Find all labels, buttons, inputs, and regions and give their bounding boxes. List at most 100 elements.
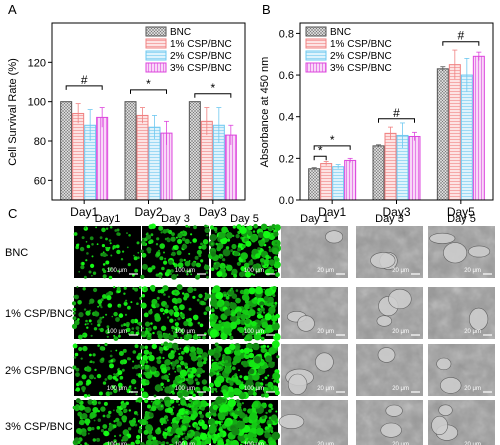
- cell-dot: [150, 322, 153, 325]
- cell-dot: [271, 431, 280, 440]
- cell-dot: [96, 243, 99, 246]
- cell-dot: [271, 322, 280, 331]
- cell-dot: [152, 436, 157, 441]
- cell-dot: [157, 330, 160, 333]
- cell-dot: [97, 344, 100, 347]
- cell-dot: [120, 402, 127, 409]
- cell-dot: [164, 434, 166, 437]
- cell-dot: [261, 360, 264, 363]
- cell-dot: [238, 327, 245, 334]
- cell-dot: [187, 371, 191, 375]
- cell-dot: [88, 319, 92, 323]
- cell-dot: [218, 413, 226, 421]
- a-annotation-label: *: [146, 77, 151, 91]
- cell-dot: [105, 237, 108, 241]
- cell-dot: [220, 420, 223, 423]
- cell-dot: [173, 333, 178, 338]
- sem-cell: [385, 404, 403, 417]
- cell-dot: [218, 320, 222, 324]
- cell-dot: [87, 394, 91, 397]
- cell-dot: [171, 437, 179, 445]
- cell-dot: [188, 252, 191, 255]
- cell-dot: [83, 275, 87, 279]
- cell-dot: [105, 391, 111, 397]
- cell-dot: [81, 261, 85, 266]
- cell-dot: [170, 350, 174, 353]
- cell-dot: [176, 250, 182, 256]
- cell-dot: [171, 251, 176, 257]
- cell-dot: [141, 326, 145, 330]
- cell-dot: [249, 412, 258, 421]
- cell-dot: [230, 439, 239, 445]
- cell-dot: [201, 379, 208, 385]
- panel-b-chart: B Absorbance at 450 nm 0.0 0.2 0.4 0.6 0.8 *…: [259, 2, 494, 219]
- sem-column-header: Day 1: [300, 213, 329, 225]
- cell-dot: [245, 268, 249, 272]
- b-legend-label: 1% CSP/BNC: [330, 39, 392, 50]
- cell-dot: [100, 306, 103, 309]
- cell-dot: [204, 227, 210, 233]
- cell-dot: [171, 232, 175, 237]
- cell-dot: [264, 288, 273, 297]
- cell-dot: [197, 407, 200, 411]
- scale-label: 20 μm: [392, 442, 409, 445]
- cell-dot: [235, 297, 241, 304]
- cell-dot: [226, 238, 231, 242]
- fluorescence-tile: 100 μm: [71, 286, 143, 341]
- cell-dot: [205, 412, 212, 418]
- b-bar-2-1: [448, 64, 461, 201]
- cell-dot: [229, 321, 237, 330]
- cell-dot: [119, 359, 125, 365]
- cell-dot: [171, 342, 179, 350]
- cell-dot: [200, 259, 204, 263]
- sem-tile: 20 μm: [356, 287, 423, 339]
- cell-dot: [215, 291, 224, 300]
- cell-dot: [86, 326, 89, 329]
- cell-dot: [191, 404, 195, 408]
- cell-dot: [259, 301, 265, 307]
- cell-dot: [268, 306, 276, 314]
- a-xtick-label: Day2: [134, 205, 162, 219]
- cell-dot: [88, 270, 92, 274]
- cell-dot: [89, 360, 93, 364]
- cell-dot: [124, 313, 128, 316]
- cell-dot: [246, 330, 249, 333]
- cell-dot: [242, 259, 246, 263]
- cell-dot: [242, 428, 247, 433]
- cell-dot: [226, 264, 233, 272]
- cell-dot: [140, 419, 147, 426]
- panel-b-bars: [308, 49, 485, 201]
- cell-dot: [193, 225, 197, 230]
- cell-dot: [93, 419, 96, 422]
- cell-dot: [154, 399, 160, 404]
- cell-dot: [115, 317, 120, 322]
- cell-dot: [86, 379, 92, 385]
- cell-dot: [236, 311, 242, 317]
- cell-dot: [167, 352, 175, 360]
- cell-dot: [222, 266, 225, 268]
- cell-dot: [102, 263, 106, 266]
- cell-dot: [183, 432, 186, 435]
- cell-dot: [188, 225, 191, 228]
- cell-dot: [135, 326, 140, 330]
- cell-dot: [152, 331, 155, 335]
- cell-dot: [182, 232, 185, 235]
- cell-dot: [268, 259, 275, 266]
- cell-dot: [253, 273, 256, 276]
- cell-dot: [245, 379, 254, 388]
- sem-cell: [297, 315, 315, 332]
- cell-dot: [94, 311, 100, 317]
- cell-dot: [273, 380, 276, 383]
- panel-a-bars: [60, 101, 237, 201]
- sem-cell: [469, 307, 489, 331]
- panel-b-letter: B: [262, 2, 271, 17]
- cell-dot: [171, 391, 175, 395]
- panel-c-image-grid: C Day1 Day 3 Day 5 Day 1 Day 3 Day 5 BNC 1% CS…: [5, 206, 495, 445]
- cell-dot: [159, 417, 166, 424]
- cell-dot: [193, 288, 197, 292]
- cell-dot: [106, 414, 111, 419]
- scale-label: 100 μm: [244, 329, 264, 335]
- scale-label: 20 μm: [392, 268, 409, 274]
- cell-dot: [122, 435, 129, 442]
- cell-dot: [243, 288, 250, 296]
